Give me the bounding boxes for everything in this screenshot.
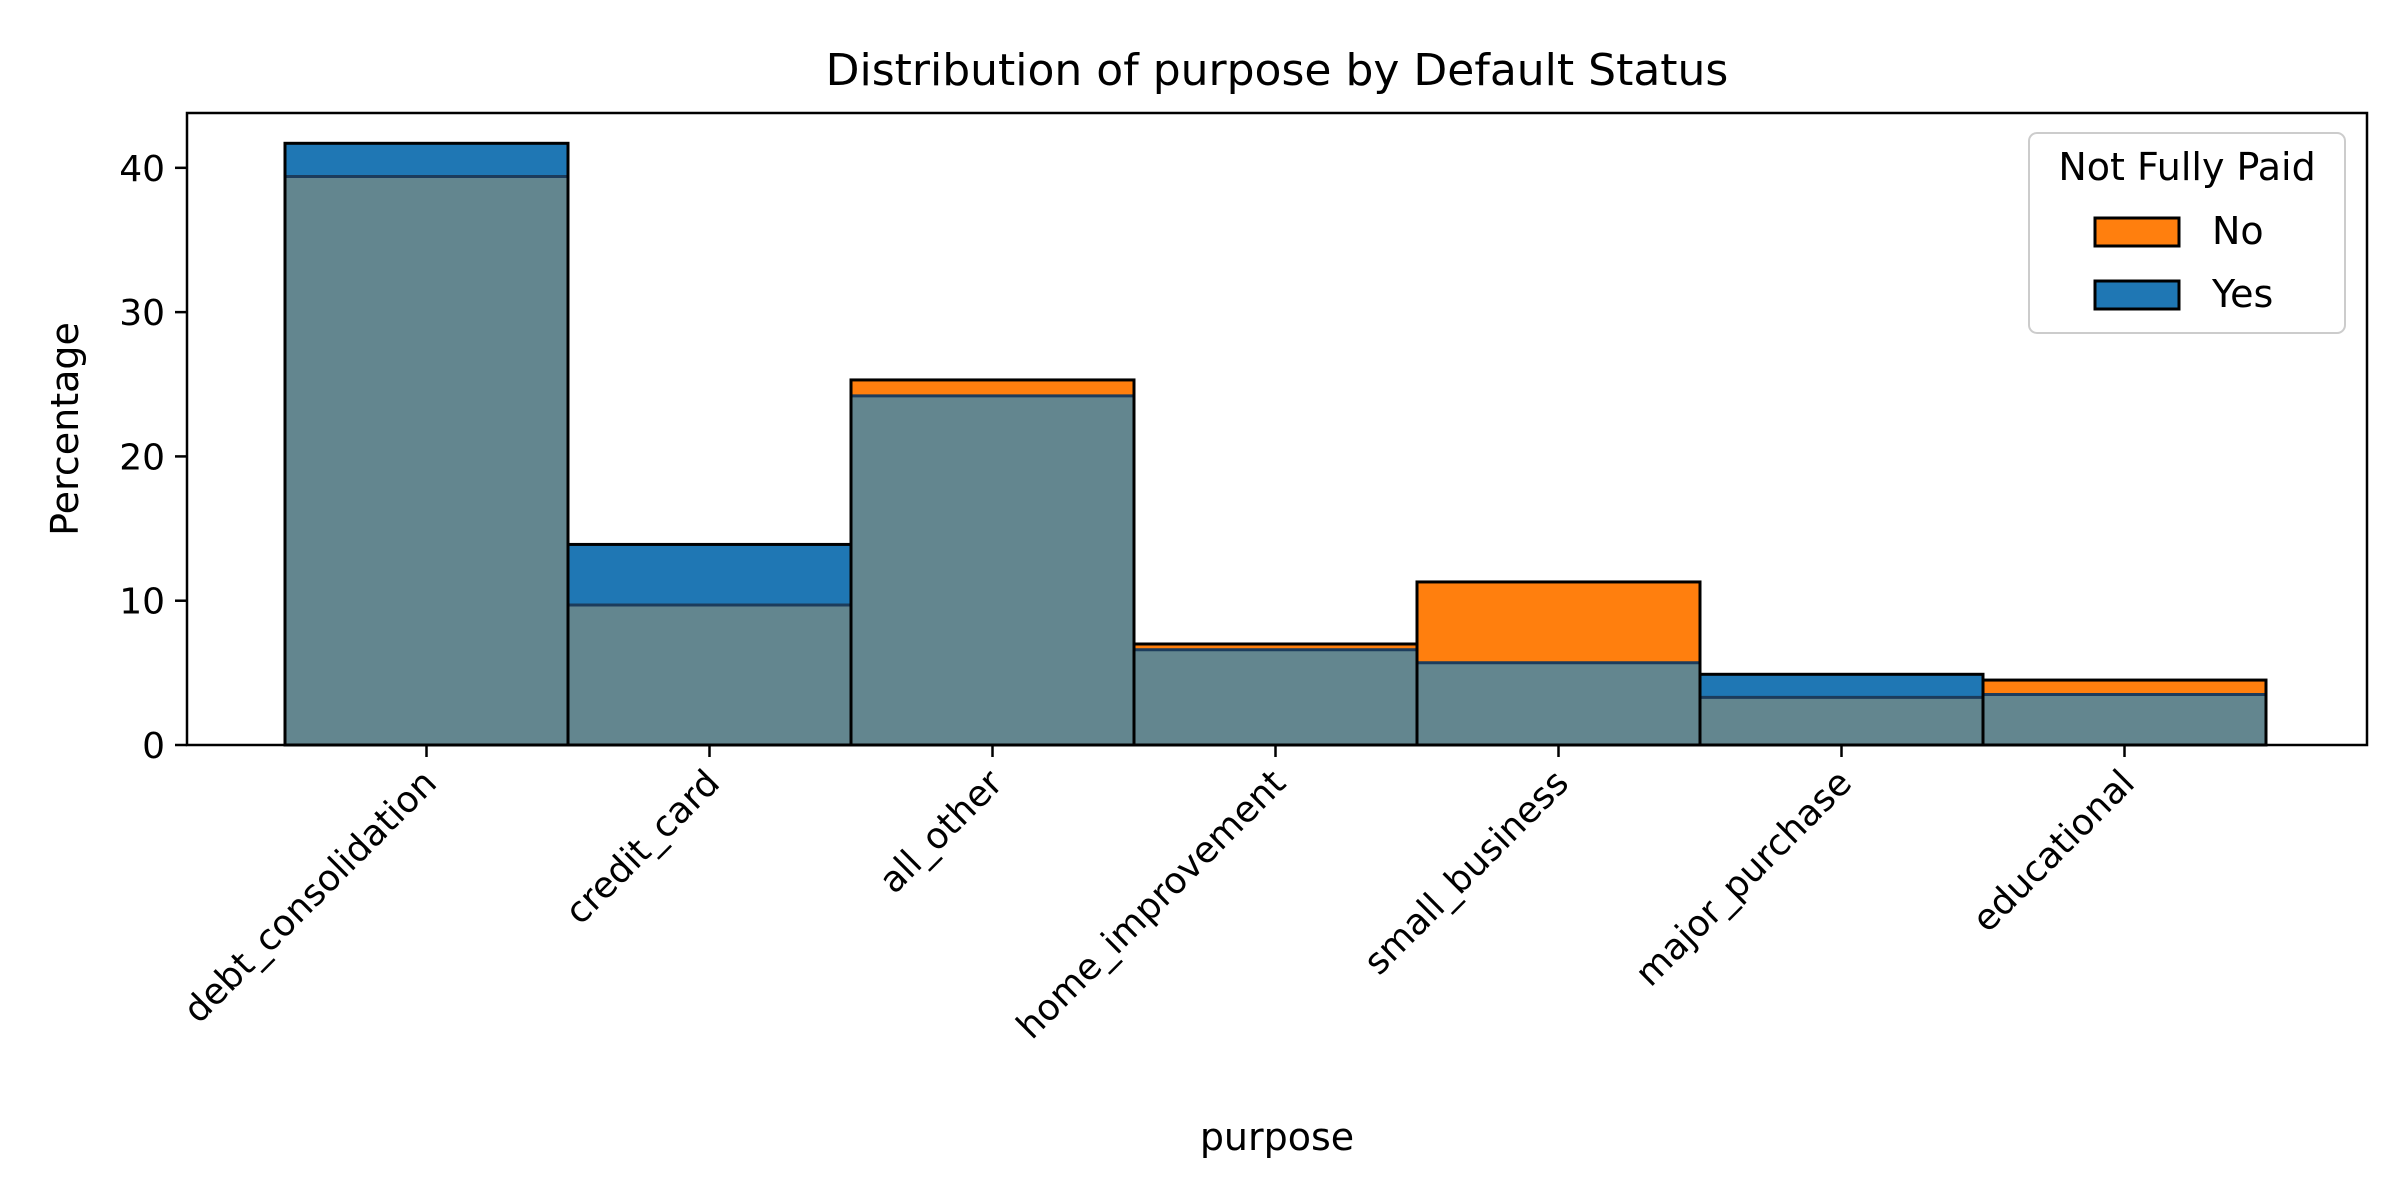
y-tick-label-40: 40 [119,149,165,190]
legend-swatch-no [2093,216,2181,248]
legend-label-no: No [2212,209,2264,253]
bar-no-excess-educational [1983,680,2266,695]
x-axis-label: purpose [1200,1115,1354,1159]
legend-title: Not Fully Paid [2058,145,2315,189]
bar-overlap-home_improvement [1134,649,1417,745]
y-axis-label: Percentage [43,322,87,536]
bars [283,141,2268,747]
bar-overlap-small_business [1417,662,1700,745]
y-tick-label-30: 30 [119,293,165,334]
bar-overlap-major_purchase [1700,697,1983,745]
y-axis: 0 10 20 30 40 [119,149,187,767]
y-tick-label-10: 10 [119,582,165,623]
bar-no-excess-home_improvement [1134,643,1417,650]
bar-no-excess-all_other [851,379,1134,396]
chart-title: Distribution of purpose by Default Statu… [826,45,1729,96]
legend-label-yes: Yes [2211,272,2273,316]
x-tick-label-home_improvement: home_improvement [1009,762,1294,1047]
bar-yes-excess-debt_consolidation [285,143,568,177]
bar-yes-excess-credit_card [568,544,851,606]
y-tick-label-20: 20 [119,437,165,478]
x-tick-label-educational: educational [1965,762,2143,940]
bar-overlap-all_other [851,395,1134,745]
x-tick-label-small_business: small_business [1356,762,1576,982]
x-tick-label-credit_card: credit_card [558,762,728,932]
x-tick-label-all_other: all_other [872,762,1011,901]
bar-yes-excess-major_purchase [1700,674,1983,698]
x-tick-label-major_purchase: major_purchase [1628,762,1860,994]
x-axis: debt_consolidation credit_card all_otherho… [176,745,2143,1047]
y-tick-label-0: 0 [142,726,165,767]
legend: Not Fully Paid No Yes [2028,132,2346,334]
bar-overlap-credit_card [568,605,851,745]
legend-swatch-yes [2093,279,2181,311]
plot-frame [185,111,2369,747]
bar-overlap-educational [1983,694,2266,745]
x-tick-label-debt_consolidation: debt_consolidation [176,762,445,1031]
bar-no-excess-small_business [1417,581,1700,663]
bar-overlap-debt_consolidation [285,176,568,745]
